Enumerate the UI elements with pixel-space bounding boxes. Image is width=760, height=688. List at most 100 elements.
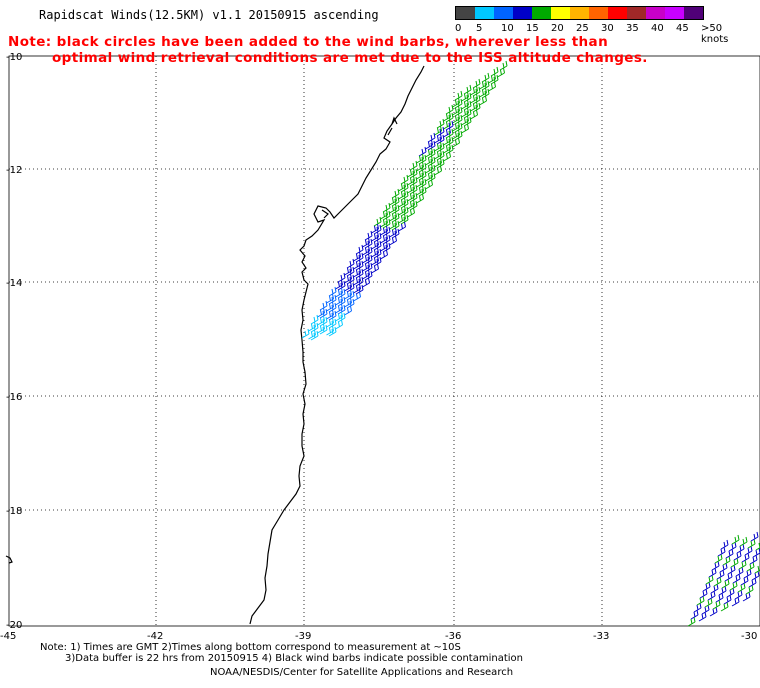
color-scale-swatch [513, 7, 532, 19]
color-scale-label: >50 knots [701, 23, 729, 45]
wind-barb [362, 277, 370, 288]
color-scale-label: 35 [626, 23, 639, 34]
wind-barb [699, 588, 708, 599]
color-scale-swatch [456, 7, 475, 19]
color-scale-label: 20 [551, 23, 564, 34]
wind-barb [714, 553, 723, 564]
wind-barb [344, 305, 352, 316]
lat-label: -18 [6, 506, 22, 517]
color-scale-label: 10 [501, 23, 514, 34]
wind-barb [497, 67, 505, 78]
wind-barb [736, 543, 745, 554]
lon-label: -39 [295, 631, 311, 642]
wind-barb [737, 582, 746, 593]
wind-barb [710, 583, 719, 594]
wind-barb [739, 536, 748, 547]
wind-barb [479, 95, 487, 106]
coastal-inlet [321, 116, 398, 219]
graticule [9, 56, 760, 626]
color-scale-swatch [627, 7, 646, 19]
lon-label: -45 [0, 631, 16, 642]
wind-barb [389, 235, 397, 246]
color-scale-boxes [455, 6, 704, 20]
wind-barb [750, 531, 759, 542]
wind-barb [328, 326, 337, 337]
color-scale-swatch [665, 7, 684, 19]
island-left [5, 555, 13, 564]
note-line-1: Note: black circles have been added to t… [8, 34, 609, 50]
wind-barb [398, 221, 406, 232]
wind-barb [702, 581, 711, 592]
wind-barb [720, 539, 729, 550]
color-scale-label: 40 [651, 23, 664, 34]
color-scale-label: 30 [601, 23, 614, 34]
wind-barb [319, 324, 328, 335]
map-title: Rapidscat Winds(12.5KM) v1.1 20150915 as… [39, 8, 379, 22]
wind-barb [407, 207, 415, 218]
wind-barb [698, 611, 707, 622]
wind-barb [690, 609, 699, 620]
wind-barb [425, 179, 433, 190]
wind-barb [733, 550, 742, 561]
wind-barb [711, 560, 720, 571]
wind-barb [754, 565, 760, 574]
color-scale-label: 15 [526, 23, 539, 34]
wind-barb [720, 601, 729, 612]
altitude-warning-note: Note: black circles have been added to t… [8, 34, 648, 66]
lat-label: -12 [6, 165, 22, 176]
lat-label: -10 [6, 52, 22, 63]
wind-barb [729, 580, 738, 591]
wind-barb [744, 545, 753, 556]
wind-barb [728, 541, 737, 552]
wind-barb [731, 534, 740, 545]
wind-barb [701, 604, 710, 615]
wind-barb [705, 574, 714, 585]
color-scale-label: 5 [476, 23, 483, 34]
wind-barb [721, 578, 730, 589]
wind-barb [696, 595, 705, 606]
color-scale-label: 45 [676, 23, 689, 34]
wind-barb [717, 546, 726, 557]
wind-barb [712, 599, 721, 610]
wind-barb [704, 597, 713, 608]
wind-barb [380, 249, 388, 260]
lon-label: -36 [445, 631, 461, 642]
wind-barb [687, 616, 696, 627]
wind-barb [751, 570, 760, 581]
color-scale-label: 25 [576, 23, 589, 34]
note-line-2: optimal wind retrieval conditions are me… [52, 50, 648, 66]
wind-barb [741, 552, 750, 563]
wind-barb [715, 592, 724, 603]
color-scale-swatch [475, 7, 494, 19]
longitude-labels: -45 -42 -39 -36 -33 -30 [0, 631, 757, 642]
color-scale-swatch [551, 7, 570, 19]
wind-barb [335, 319, 343, 330]
color-scale-swatch [494, 7, 513, 19]
wind-speed-color-scale: 0 5 10 15 20 25 30 35 40 45 >50 knots [455, 6, 728, 45]
wind-barb [731, 596, 740, 607]
wind-barb [725, 548, 734, 559]
wind-barb [301, 328, 310, 339]
wind-barb [708, 567, 717, 578]
wind-barb [693, 602, 702, 613]
wind-barb [727, 564, 736, 575]
latitude-labels: -10 -12 -14 -16 -18 -20 [6, 52, 22, 631]
wind-barb [719, 562, 728, 573]
footer-credit: NOAA/NESDIS/Center for Satellite Applica… [210, 667, 514, 678]
wind-barb [713, 576, 722, 587]
wind-barb [740, 575, 749, 586]
wind-barb [743, 568, 752, 579]
wind-barb [470, 109, 478, 120]
wind-barb [707, 590, 716, 601]
wind-barb [371, 263, 379, 274]
wind-barb [732, 573, 741, 584]
color-scale-swatch [646, 7, 665, 19]
wind-barb [746, 561, 755, 572]
color-scale-swatch [532, 7, 551, 19]
wind-barbs-southeast-swath [687, 531, 760, 627]
color-scale-swatch [570, 7, 589, 19]
color-scale-labels: 0 5 10 15 20 25 30 35 40 45 >50 knots [455, 20, 728, 45]
wind-barb [748, 577, 757, 588]
wind-barb [745, 584, 754, 595]
